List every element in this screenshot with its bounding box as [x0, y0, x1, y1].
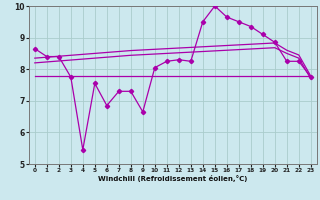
X-axis label: Windchill (Refroidissement éolien,°C): Windchill (Refroidissement éolien,°C) [98, 175, 247, 182]
